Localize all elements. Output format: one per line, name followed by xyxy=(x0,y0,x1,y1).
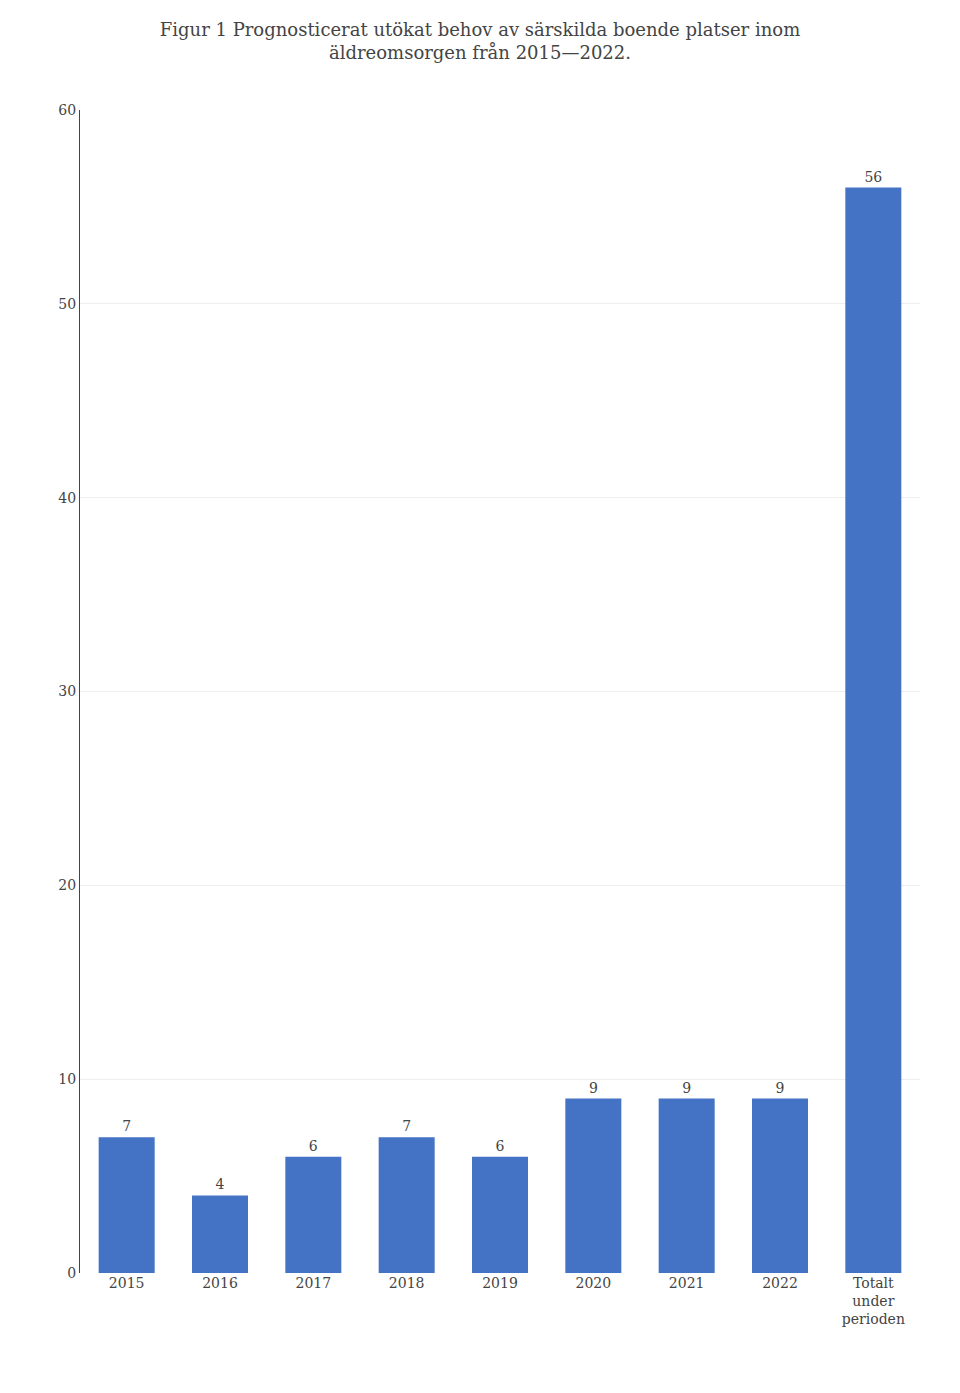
svg-text:4: 4 xyxy=(216,1176,225,1192)
svg-text:60: 60 xyxy=(58,102,76,118)
svg-text:2017: 2017 xyxy=(296,1275,332,1291)
svg-text:Figur 1 Prognosticerat utökat: Figur 1 Prognosticerat utökat behov av s… xyxy=(160,19,800,63)
svg-text:9: 9 xyxy=(682,1080,691,1096)
svg-text:10: 10 xyxy=(58,1071,76,1087)
svg-text:2020: 2020 xyxy=(576,1275,612,1291)
svg-text:0: 0 xyxy=(67,1265,76,1281)
svg-text:40: 40 xyxy=(58,490,76,506)
svg-text:2022: 2022 xyxy=(762,1275,798,1291)
svg-text:2019: 2019 xyxy=(482,1275,518,1291)
svg-text:Totaltunderperioden: Totaltunderperioden xyxy=(842,1275,905,1327)
svg-text:50: 50 xyxy=(58,296,76,312)
svg-text:9: 9 xyxy=(589,1080,598,1096)
svg-text:20: 20 xyxy=(58,877,76,893)
svg-text:7: 7 xyxy=(402,1118,411,1134)
svg-text:6: 6 xyxy=(496,1138,505,1154)
svg-text:2016: 2016 xyxy=(202,1275,238,1291)
svg-text:30: 30 xyxy=(58,683,76,699)
svg-text:2018: 2018 xyxy=(389,1275,425,1291)
svg-text:2015: 2015 xyxy=(109,1275,145,1291)
svg-text:7: 7 xyxy=(122,1118,131,1134)
svg-text:56: 56 xyxy=(864,169,882,185)
svg-text:2021: 2021 xyxy=(669,1275,705,1291)
svg-text:6: 6 xyxy=(309,1138,318,1154)
svg-text:9: 9 xyxy=(776,1080,785,1096)
